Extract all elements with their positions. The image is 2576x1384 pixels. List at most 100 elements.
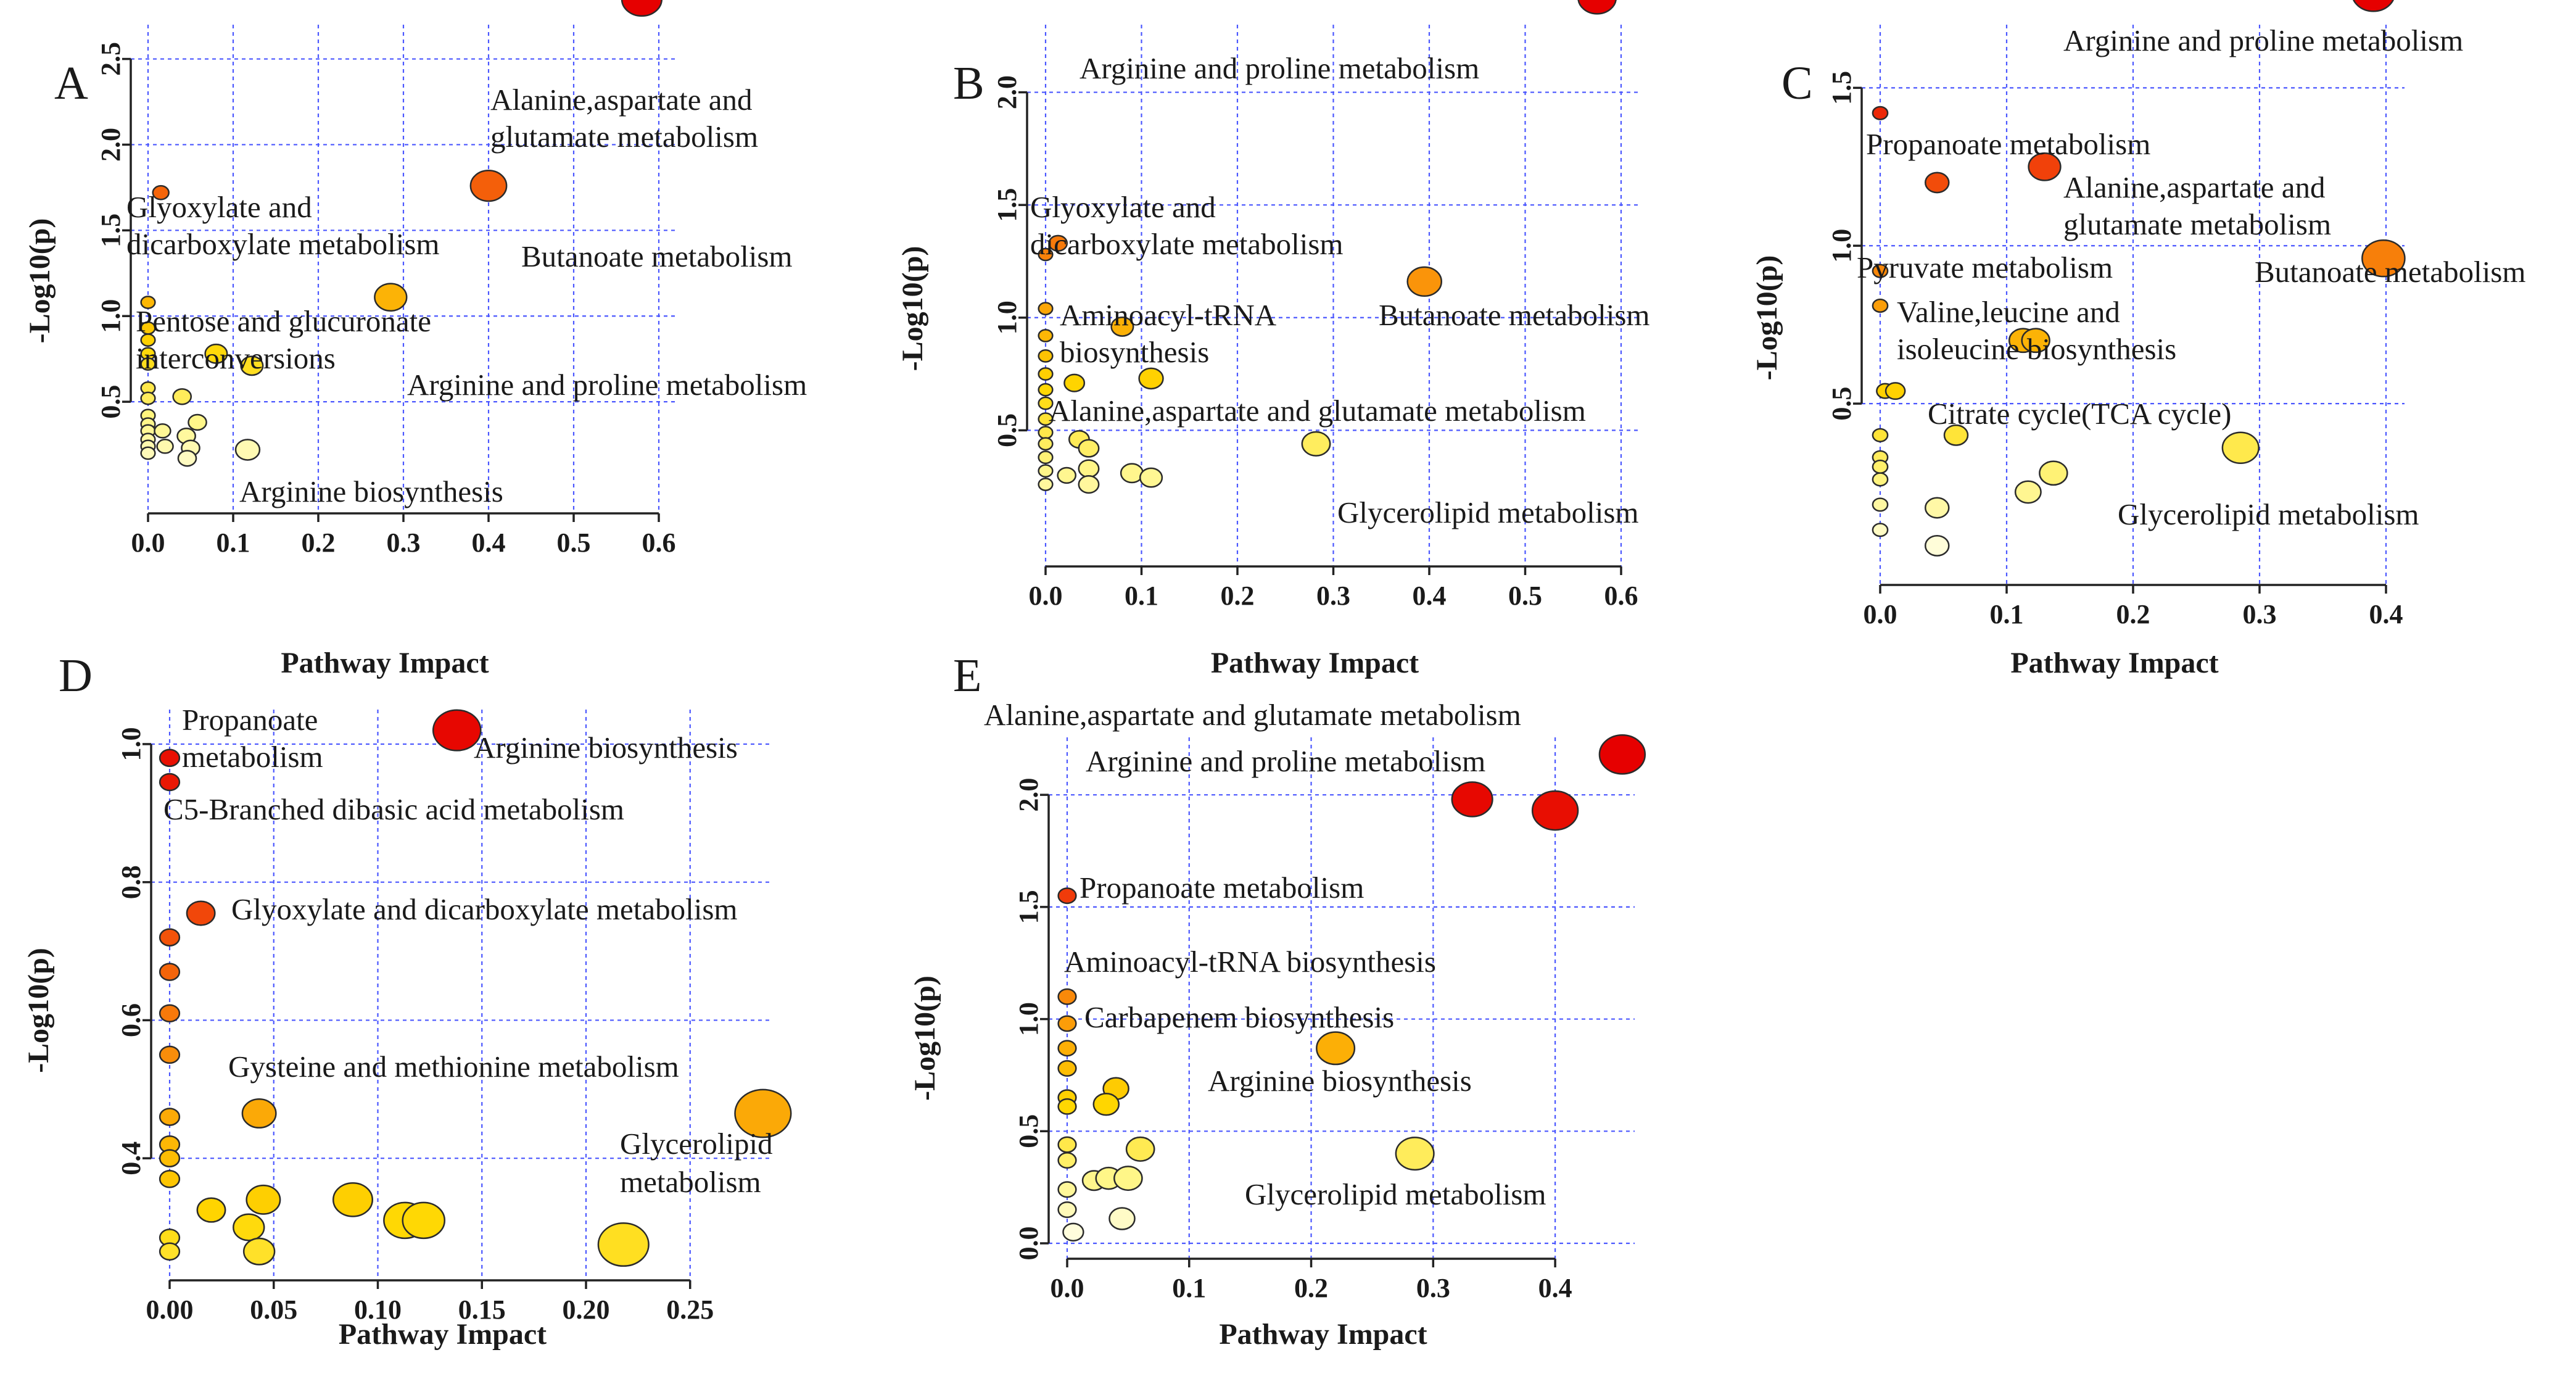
y-axis-title: -Log10(p) bbox=[23, 218, 56, 344]
y-tick-label: 1.0 bbox=[116, 727, 146, 761]
panel-letter: D bbox=[59, 650, 93, 702]
pathway-label: Alanine,aspartate and bbox=[490, 83, 752, 117]
data-point bbox=[2039, 460, 2068, 486]
x-tick-label: 0.6 bbox=[1604, 581, 1638, 611]
pathway-label: Alanine,aspartate and bbox=[2063, 170, 2325, 204]
pathway-label: Glyoxylate and dicarboxylate metabolism bbox=[231, 892, 738, 926]
data-point bbox=[1872, 459, 1889, 474]
data-point bbox=[1531, 790, 1579, 831]
pathway-label: C5-Branched dibasic acid metabolism bbox=[163, 792, 624, 826]
pathway-label: dicarboxylate metabolism bbox=[126, 227, 440, 261]
pathway-label: Aminoacyl-tRNA biosynthesis bbox=[1064, 945, 1436, 979]
x-tick-label: 0.4 bbox=[1538, 1273, 1572, 1303]
data-point bbox=[159, 928, 181, 947]
data-point bbox=[241, 1098, 277, 1129]
data-point bbox=[172, 388, 192, 405]
pathway-label: Glyoxylate and bbox=[1030, 190, 1216, 224]
pathway-label: Arginine biosynthesis bbox=[239, 474, 503, 508]
pathway-label: Glycerolipid metabolism bbox=[1245, 1177, 1546, 1211]
bubbles bbox=[1038, 0, 1617, 494]
y-axis: 0.5 1.0 1.5 bbox=[1827, 71, 2405, 421]
data-point bbox=[159, 1108, 181, 1126]
data-point bbox=[1048, 234, 1068, 252]
data-point bbox=[1924, 534, 1950, 557]
panel-a: 0.0 0.1 0.2 0.3 0.4 0.5 0.6 0.5 1.0 1.5 2.0 2.5 Path… bbox=[23, 0, 807, 679]
data-point bbox=[1057, 1015, 1077, 1032]
pathway-label: Arginine biosynthesis bbox=[474, 731, 738, 765]
y-tick-label: 0.5 bbox=[1013, 1114, 1044, 1148]
x-tick-label: 0.3 bbox=[387, 528, 421, 558]
y-tick-label: 0.5 bbox=[96, 385, 126, 419]
data-point bbox=[233, 1213, 265, 1241]
data-point bbox=[159, 748, 181, 768]
data-point bbox=[1038, 464, 1054, 478]
annotations: Alanine,aspartate and glutamate metaboli… bbox=[984, 698, 1546, 1211]
x-tick-label: 0.2 bbox=[1221, 581, 1255, 611]
pathway-label: Arginine and proline metabolism bbox=[1086, 744, 1485, 778]
data-point bbox=[1943, 424, 1969, 446]
pathway-label: Valine,leucine and bbox=[1897, 295, 2120, 329]
data-point bbox=[1872, 497, 1889, 512]
y-tick-label: 0.6 bbox=[116, 1003, 146, 1037]
bubbles bbox=[159, 709, 792, 1267]
pathway-label: Arginine and proline metabolism bbox=[407, 368, 807, 402]
data-point bbox=[734, 1088, 792, 1138]
pathway-label: Butanoate metabolism bbox=[1379, 298, 1650, 332]
data-point bbox=[234, 439, 261, 461]
data-point bbox=[140, 391, 156, 405]
data-point bbox=[1078, 439, 1100, 458]
data-point bbox=[188, 413, 207, 431]
data-point bbox=[159, 963, 181, 981]
data-point bbox=[1108, 1207, 1136, 1230]
pathway-label: Arginine and proline metabolism bbox=[1080, 51, 1479, 85]
x-tick-label: 0.4 bbox=[2369, 599, 2403, 629]
data-point bbox=[1038, 396, 1054, 410]
data-point bbox=[159, 1045, 181, 1064]
data-point bbox=[1138, 367, 1164, 390]
data-point bbox=[1872, 523, 1889, 537]
y-tick-label: 1.0 bbox=[1013, 1002, 1044, 1036]
data-point bbox=[1406, 266, 1443, 297]
panel-letter: E bbox=[953, 650, 981, 702]
y-axis-title: -Log10(p) bbox=[909, 976, 941, 1101]
x-axis-title: Pathway Impact bbox=[1211, 647, 1419, 679]
y-axis: 0.0 0.5 1.0 1.5 2.0 bbox=[1013, 778, 1635, 1261]
data-point bbox=[2353, 0, 2394, 12]
annotations: Arginine and proline metabolism Butanoate… bbox=[1030, 51, 1650, 529]
data-point bbox=[2014, 480, 2042, 504]
bubbles bbox=[1057, 734, 1646, 1242]
data-point bbox=[1316, 1031, 1356, 1066]
x-tick-label: 0.4 bbox=[472, 528, 506, 558]
data-point bbox=[1038, 367, 1054, 381]
pathway-label: Glycerolipid metabolism bbox=[2118, 497, 2419, 531]
x-tick-label: 0.20 bbox=[563, 1295, 610, 1325]
data-point bbox=[1057, 1201, 1077, 1218]
pathway-label: Carbapenem biosynthesis bbox=[1084, 1000, 1394, 1034]
data-point bbox=[204, 343, 228, 364]
y-tick-label: 2.0 bbox=[992, 75, 1022, 109]
data-point bbox=[1057, 1136, 1077, 1153]
data-point bbox=[1038, 247, 1054, 262]
data-point bbox=[159, 773, 181, 792]
x-tick-label: 0.0 bbox=[1864, 599, 1897, 629]
x-tick-label: 0.6 bbox=[642, 528, 676, 558]
y-tick-label: 1.5 bbox=[992, 188, 1022, 222]
data-point bbox=[1038, 412, 1054, 426]
annotations: Arginine biosynthesisPropanoatemetabolis… bbox=[163, 703, 773, 1199]
data-point bbox=[152, 184, 170, 201]
x-tick-label: 0.1 bbox=[1990, 599, 2024, 629]
bubbles bbox=[140, 0, 663, 467]
x-tick-label: 0.2 bbox=[2116, 599, 2150, 629]
x-tick-label: 0.10 bbox=[354, 1295, 402, 1325]
x-tick-label: 0.15 bbox=[458, 1295, 506, 1325]
x-tick-label: 0.1 bbox=[1125, 581, 1158, 611]
pathway-label: Pentose and glucuronate bbox=[136, 304, 431, 338]
pathway-label: Glycerolipid bbox=[620, 1127, 773, 1161]
data-point bbox=[432, 709, 482, 752]
data-point bbox=[1092, 1092, 1120, 1116]
data-point bbox=[1872, 472, 1889, 487]
x-tick-label: 0.0 bbox=[1029, 581, 1063, 611]
x-axis-title: Pathway Impact bbox=[281, 647, 489, 679]
data-point bbox=[1451, 781, 1493, 818]
data-point bbox=[597, 1222, 650, 1267]
